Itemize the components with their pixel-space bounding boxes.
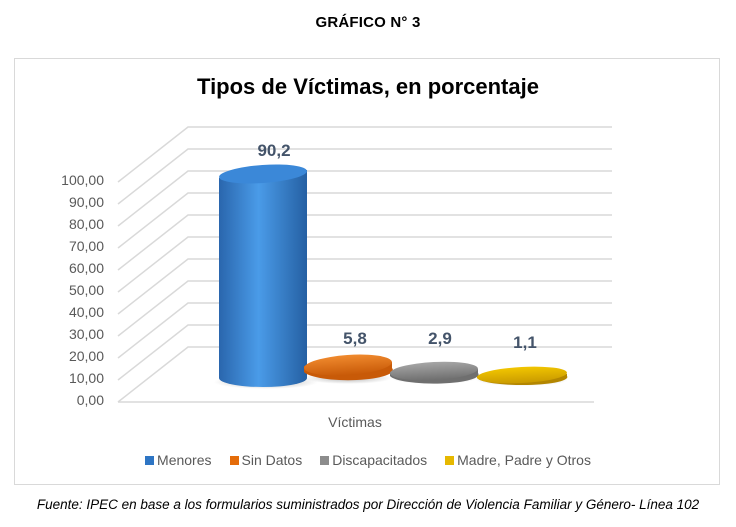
legend-label: Menores <box>157 452 212 468</box>
y-tick: 40,00 <box>68 304 104 320</box>
y-tick: 70,00 <box>68 238 104 254</box>
legend-item-madre-padre-otros: Madre, Padre y Otros <box>445 452 591 468</box>
bar-sin-datos <box>304 354 393 384</box>
legend-swatch-yellow-icon <box>445 455 455 465</box>
y-tick: 10,00 <box>68 370 104 386</box>
y-tick: 30,00 <box>68 326 104 342</box>
data-label-discapacitados: 2,9 <box>428 329 452 348</box>
chart-frame <box>14 58 720 485</box>
bar-menores <box>214 164 318 389</box>
data-label-menores: 90,2 <box>257 141 291 160</box>
data-label-madre-padre-otros: 1,1 <box>513 333 537 352</box>
legend: Menores Sin Datos Discapacitados Madre, … <box>0 452 736 468</box>
bar-madre-padre-otros <box>476 366 568 386</box>
data-label-sin-datos: 5,8 <box>343 329 367 348</box>
gridlines <box>117 126 612 403</box>
y-tick: 0,00 <box>76 392 104 408</box>
figure-heading: GRÁFICO N° 3 <box>315 14 421 31</box>
y-tick: 90,00 <box>68 194 104 210</box>
y-tick: 60,00 <box>68 260 104 276</box>
legend-label: Discapacitados <box>332 452 428 468</box>
legend-label: Sin Datos <box>241 452 303 468</box>
x-axis-label: Víctimas <box>328 414 382 430</box>
legend-item-sin-datos: Sin Datos <box>229 452 303 468</box>
legend-label: Madre, Padre y Otros <box>457 452 591 468</box>
y-tick: 50,00 <box>68 282 104 298</box>
legend-item-discapacitados: Discapacitados <box>320 452 427 468</box>
legend-swatch-blue-icon <box>145 455 155 465</box>
legend-swatch-orange-icon <box>229 455 239 465</box>
legend-swatch-gray-icon <box>320 455 330 465</box>
y-tick: 20,00 <box>68 348 104 364</box>
bar-discapacitados <box>390 361 479 384</box>
chart-title: Tipos de Víctimas, en porcentaje <box>197 74 539 99</box>
y-tick: 100,00 <box>61 172 104 188</box>
y-tick: 80,00 <box>68 216 104 232</box>
legend-item-menores: Menores <box>145 452 212 468</box>
source-note: Fuente: IPEC en base a los formularios s… <box>36 497 700 512</box>
y-axis: 100,00 90,00 80,00 70,00 60,00 50,00 40,… <box>30 0 104 527</box>
